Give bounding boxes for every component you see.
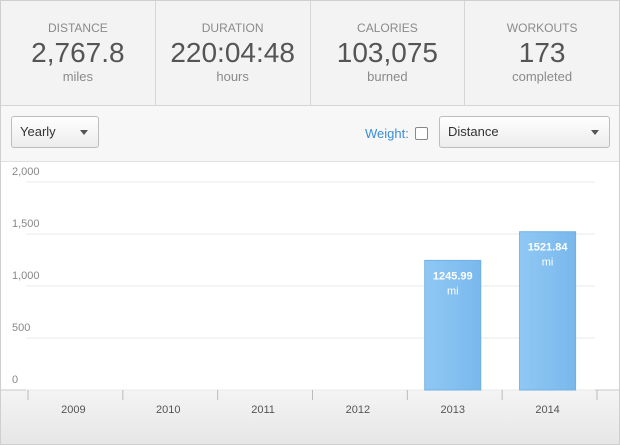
y-tick-label: 2,000 xyxy=(12,166,40,178)
value-label: 1245.99 xyxy=(433,270,473,282)
stat-value: 103,075 xyxy=(336,37,438,68)
x-tick-label: 2009 xyxy=(61,404,85,416)
stat-value: 2,767.8 xyxy=(31,37,125,68)
y-tick-label: 500 xyxy=(12,322,30,334)
stat-label: DURATION xyxy=(201,21,264,35)
bar xyxy=(519,231,577,391)
stat-label: WORKOUTS xyxy=(506,21,578,35)
y-tick-label: 1,000 xyxy=(12,270,40,282)
value-unit: mi xyxy=(542,257,554,269)
stat-value: 173 xyxy=(518,37,566,68)
value-unit: mi xyxy=(447,285,459,297)
weight-label[interactable]: Weight: xyxy=(365,126,409,141)
weight-checkbox[interactable] xyxy=(415,127,428,140)
stat-unit: burned xyxy=(367,69,408,84)
stat-unit: hours xyxy=(216,69,249,84)
x-tick-label: 2014 xyxy=(535,404,559,416)
bar xyxy=(424,259,482,391)
stats-bar: DISTANCE 2,767.8 miles DURATION 220:04:48 hou… xyxy=(1,1,619,106)
stat-tile: WORKOUTS 173 completed xyxy=(465,1,619,105)
x-tick-label: 2010 xyxy=(156,404,180,416)
stat-value: 220:04:48 xyxy=(170,37,295,68)
y-tick-label: 0 xyxy=(12,374,18,386)
x-axis-band xyxy=(1,390,619,444)
period-select[interactable]: Yearly xyxy=(11,116,99,148)
x-tick-label: 2012 xyxy=(346,404,370,416)
x-tick-label: 2013 xyxy=(441,404,465,416)
stat-unit: miles xyxy=(62,69,94,84)
chart: 0 500 1,000 1,500 2,000 2009 2010 2011 2012 2013 1… xyxy=(1,166,619,444)
controls: Yearly Weight: Distance xyxy=(1,106,619,162)
stat-tile: DURATION 220:04:48 hours xyxy=(156,1,311,105)
value-label: 1521.84 xyxy=(528,242,569,254)
y-tick-label: 1,500 xyxy=(12,218,40,230)
stat-tile: CALORIES 103,075 burned xyxy=(311,1,466,105)
stat-label: DISTANCE xyxy=(47,21,108,35)
stat-label: CALORIES xyxy=(357,21,418,35)
stat-tile: DISTANCE 2,767.8 miles xyxy=(1,1,156,105)
stat-unit: completed xyxy=(512,69,573,84)
metric-select[interactable]: Distance xyxy=(439,116,610,148)
x-tick-label: 2011 xyxy=(251,404,275,416)
